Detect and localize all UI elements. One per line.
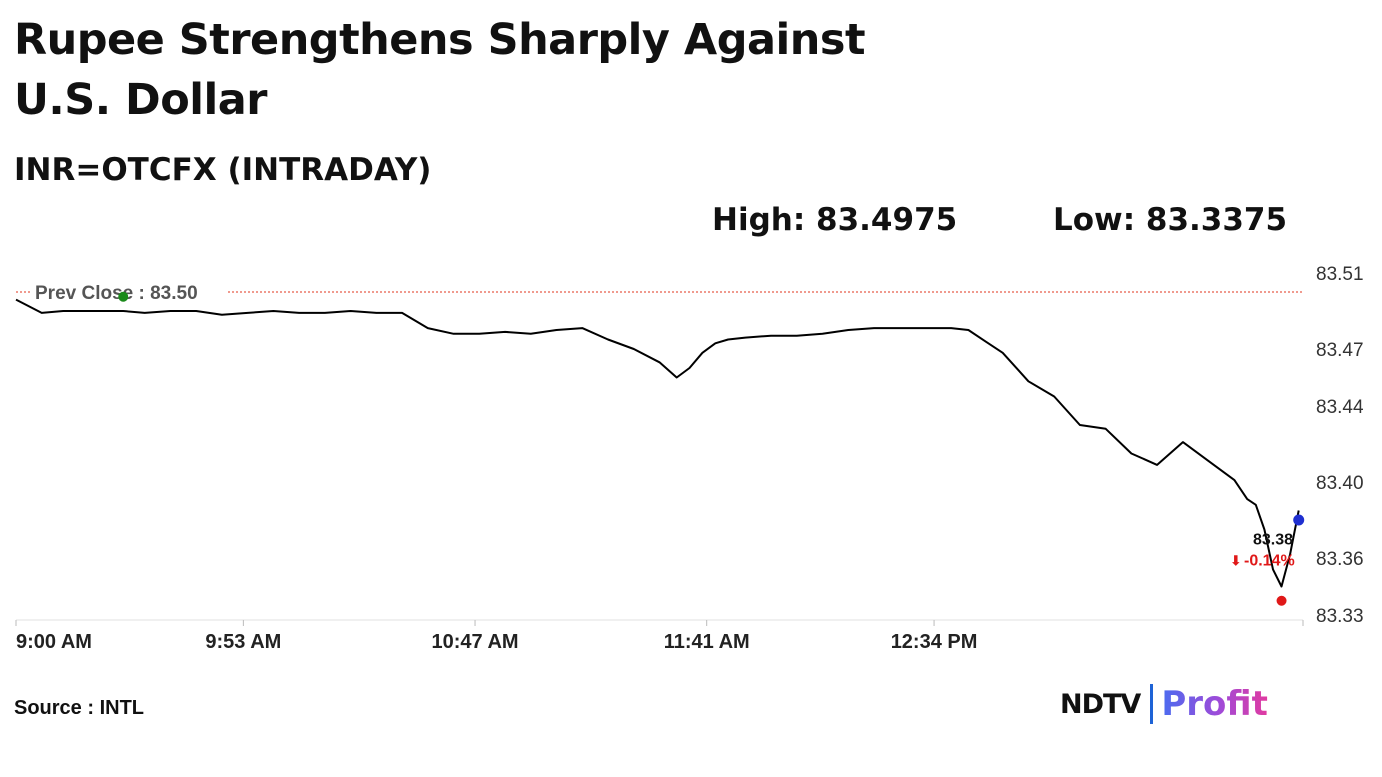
y-tick-label: 83.47 bbox=[1316, 340, 1364, 361]
low-marker bbox=[1276, 595, 1287, 606]
high-value: High: 83.4975 bbox=[712, 202, 958, 238]
last-change-label: -0.14% bbox=[1244, 553, 1295, 570]
prev-close-label-bg bbox=[30, 279, 226, 301]
chart-title: Rupee Strengthens Sharply Against U.S. D… bbox=[14, 15, 866, 125]
y-tick-label: 83.33 bbox=[1316, 606, 1364, 627]
y-tick-label: 83.36 bbox=[1316, 549, 1364, 570]
low-value: Low: 83.3375 bbox=[1053, 202, 1288, 238]
brand-ndtv: NDTV bbox=[1060, 688, 1141, 720]
x-tick-label: 12:34 PM bbox=[891, 631, 978, 653]
prev-close-label: Prev Close : 83.50 bbox=[35, 283, 198, 304]
x-tick-label: 11:41 AM bbox=[664, 631, 750, 653]
x-tick-label: 9:00 AM bbox=[16, 631, 92, 653]
brand-profit: Profit bbox=[1161, 684, 1268, 724]
high-marker bbox=[118, 291, 129, 302]
x-tick-label: 10:47 AM bbox=[431, 631, 518, 653]
down-arrow-icon: ⬇ bbox=[1230, 554, 1242, 570]
y-tick-label: 83.40 bbox=[1316, 473, 1364, 494]
price-line bbox=[15, 298, 1300, 588]
ndtv-profit-logo: NDTV Profit bbox=[1060, 682, 1268, 726]
brand-divider bbox=[1150, 684, 1154, 724]
y-tick-label: 83.44 bbox=[1316, 397, 1364, 418]
last-price-label: 83.38 bbox=[1253, 532, 1293, 549]
intraday-line-chart: 9:00 AM 9:53 AM 10:47 AM 11:41 AM 12:34 PM 83… bbox=[15, 264, 1364, 653]
last-marker bbox=[1293, 514, 1305, 526]
y-tick-label: 83.51 bbox=[1316, 264, 1364, 285]
chart-subtitle: INR=OTCFX (INTRADAY) bbox=[14, 152, 432, 188]
source-note: Source : INTL bbox=[14, 697, 145, 719]
x-tick-label: 9:53 AM bbox=[205, 631, 281, 653]
